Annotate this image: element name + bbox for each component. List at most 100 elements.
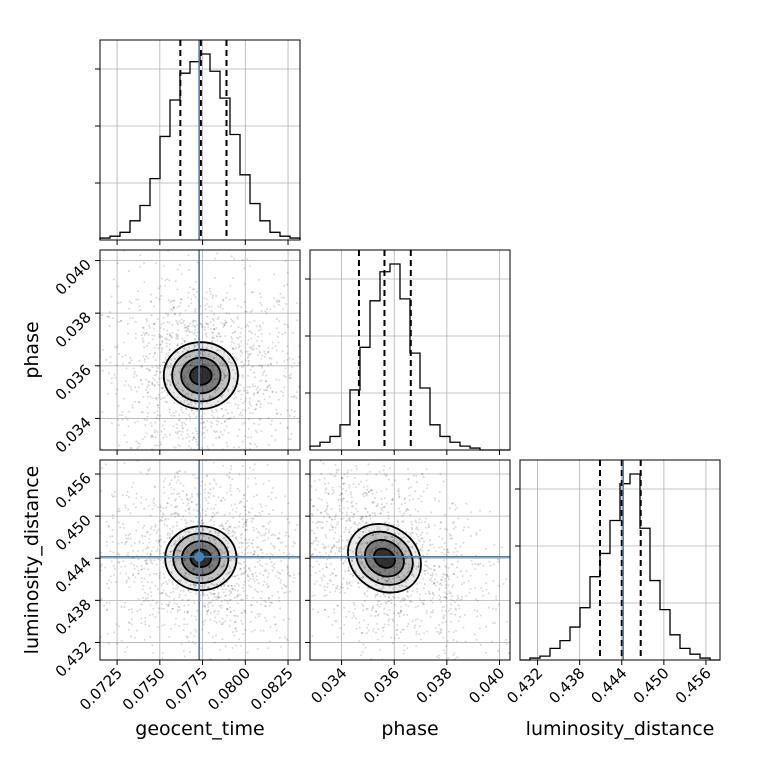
sample-point <box>402 520 405 523</box>
sample-point <box>186 429 189 432</box>
sample-point <box>226 546 229 549</box>
sample-point <box>228 589 231 592</box>
sample-point <box>358 536 361 539</box>
sample-point <box>228 535 231 538</box>
sample-point <box>351 560 354 563</box>
sample-point <box>171 607 174 610</box>
sample-point <box>263 534 266 537</box>
sample-point <box>100 598 103 601</box>
sample-point <box>220 600 223 603</box>
sample-point <box>201 446 203 449</box>
sample-point <box>218 461 220 463</box>
sample-point <box>161 592 164 595</box>
sample-point <box>254 571 257 574</box>
sample-point <box>214 538 217 541</box>
sample-point <box>152 435 155 438</box>
sample-point <box>195 528 198 531</box>
sample-point <box>317 563 320 566</box>
sample-point <box>147 334 150 336</box>
sample-point <box>422 554 425 557</box>
sample-point <box>246 392 248 394</box>
sample-point <box>337 597 339 599</box>
sample-point <box>195 354 197 357</box>
sample-point <box>410 523 413 526</box>
contour-level <box>347 523 422 594</box>
sample-point <box>184 365 187 368</box>
sample-point <box>238 473 241 476</box>
sample-point <box>365 515 368 518</box>
sample-point <box>366 607 369 610</box>
sample-point <box>411 589 414 592</box>
sample-point <box>296 461 298 463</box>
sample-point <box>175 524 178 527</box>
sample-point <box>174 671 176 673</box>
sample-point <box>307 479 309 481</box>
sample-point <box>223 583 226 586</box>
sample-point <box>279 292 282 295</box>
sample-point <box>425 487 428 490</box>
sample-point <box>196 520 199 523</box>
sample-point <box>414 606 417 609</box>
sample-point <box>178 418 181 421</box>
sample-point <box>213 313 216 316</box>
sample-point <box>118 553 121 556</box>
sample-point <box>174 498 177 501</box>
sample-point <box>201 523 204 526</box>
sample-point <box>278 537 281 540</box>
sample-point <box>237 554 240 557</box>
sample-point <box>181 337 184 340</box>
sample-point <box>271 341 274 344</box>
sample-point <box>333 568 336 571</box>
sample-point <box>233 416 235 419</box>
sample-point <box>446 551 449 554</box>
sample-point <box>148 352 151 355</box>
sample-point <box>267 364 270 367</box>
sample-point <box>513 667 515 669</box>
sample-point <box>436 581 439 584</box>
sample-point <box>164 312 167 315</box>
tick-label-y: 0.432 <box>52 638 95 681</box>
sample-point <box>263 580 266 583</box>
sample-point <box>360 517 363 519</box>
sample-point <box>288 521 291 524</box>
sample-point <box>212 443 214 446</box>
sample-point <box>159 539 162 542</box>
sample-point <box>449 538 452 540</box>
sample-point <box>168 601 171 604</box>
sample-point <box>265 619 268 622</box>
sample-point <box>137 572 139 575</box>
sample-point <box>218 437 221 439</box>
sample-point <box>454 504 457 507</box>
sample-point <box>217 596 220 599</box>
sample-point <box>192 343 195 346</box>
sample-point <box>440 546 443 549</box>
sample-point <box>346 471 349 474</box>
sample-point <box>176 288 179 291</box>
sample-point <box>257 546 260 549</box>
sample-point <box>293 542 296 545</box>
sample-point <box>364 526 367 529</box>
sample-point <box>343 531 346 534</box>
sample-point <box>174 475 176 478</box>
sample-point <box>328 516 331 519</box>
sample-point <box>232 353 234 355</box>
sample-point <box>172 306 175 309</box>
sample-point <box>154 524 157 526</box>
sample-point <box>153 374 156 377</box>
sample-point <box>182 390 184 392</box>
sample-point <box>200 526 203 529</box>
sample-point <box>181 598 184 601</box>
sample-point <box>212 511 215 514</box>
sample-point <box>165 594 168 597</box>
sample-point <box>388 609 391 611</box>
sample-point <box>200 577 203 580</box>
sample-point <box>323 516 326 518</box>
sample-point <box>339 586 342 588</box>
sample-point <box>210 564 213 567</box>
sample-point <box>177 605 180 608</box>
sample-point <box>102 348 104 351</box>
sample-point <box>214 530 217 533</box>
sample-point <box>195 592 197 595</box>
sample-point <box>302 588 304 590</box>
sample-point <box>173 313 176 316</box>
